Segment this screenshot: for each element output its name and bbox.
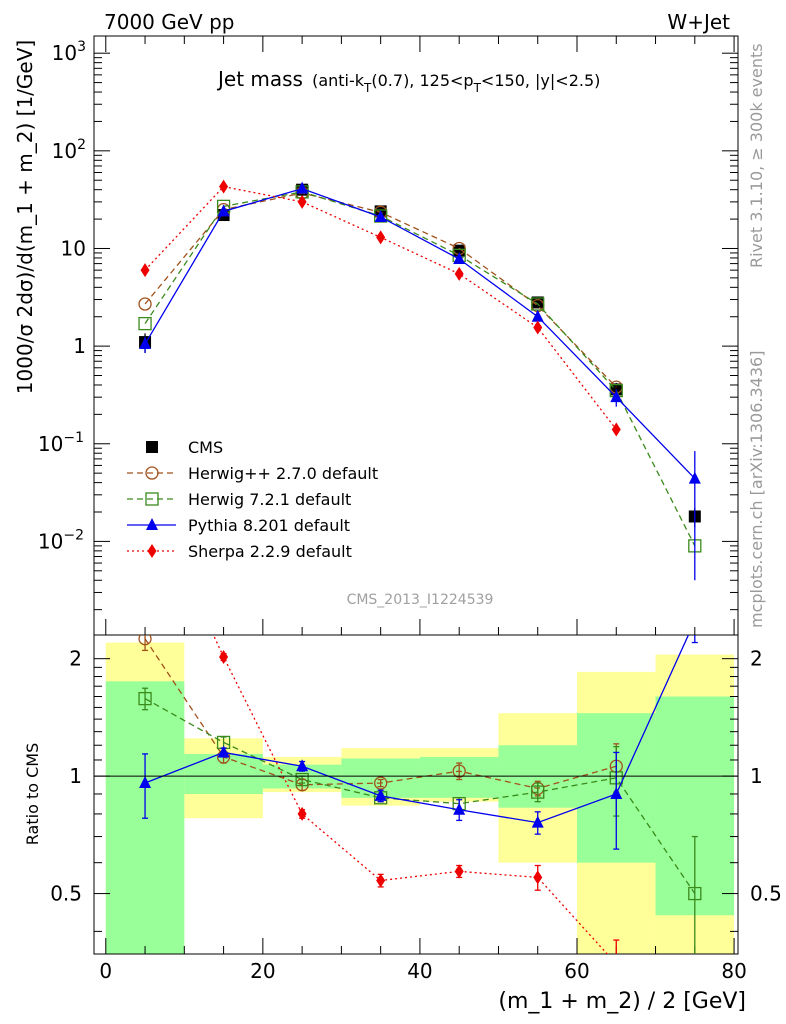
ratio-point-pythia-8-201-default: [296, 759, 309, 772]
y-bottom-tick-label: 1: [69, 764, 82, 788]
title-anti-rest: (0.7), 125<p: [371, 71, 473, 90]
legend-label-3: Pythia 8.201 default: [188, 516, 350, 535]
point-pythia-8-201-default: [531, 309, 544, 322]
x-tick-label: 40: [407, 959, 432, 983]
ratio-point-pythia-8-201-default: [217, 745, 230, 758]
legend-label-2: Herwig 7.2.1 default: [188, 490, 351, 509]
legend-label-0: CMS: [188, 438, 223, 457]
series-line-pythia-8-201-default: [144, 187, 696, 480]
point-pythia-8-201-default: [217, 204, 230, 217]
ratio-point-herwig-7-2-1-default: [688, 886, 702, 901]
ratio-point-herwig-2-7-0-default: [138, 635, 152, 646]
header-right: W+Jet: [667, 10, 730, 34]
ratio-plot-frame: [93, 634, 739, 955]
title-anti: (anti-k: [312, 71, 365, 90]
point-pythia-8-201-default: [139, 337, 152, 350]
header-left: 7000 GeV pp: [104, 10, 235, 34]
series-line-herwig-7-2-1-default: [144, 191, 696, 547]
y-top-tick-label: 102: [52, 137, 86, 163]
ratio-point-herwig-7-2-1-default: [138, 691, 152, 706]
ratio-point-herwig-7-2-1-default: [531, 785, 545, 799]
y-top-tick-label: 10−1: [38, 430, 84, 456]
ratio-bands: [105, 642, 735, 954]
analysis-watermark: CMS_2013_I1224539: [347, 592, 494, 608]
point-pythia-8-201-default: [610, 390, 623, 403]
point-sherpa-2-2-9-default: [533, 320, 543, 335]
legend-marker-4: [147, 544, 157, 558]
series-group: [138, 179, 702, 971]
mcplots-label: mcplots.cern.ch [arXiv:1306.3436]: [747, 351, 766, 628]
ratio-point-pythia-8-201-default: [453, 802, 466, 815]
legend-marker-2: [145, 492, 159, 506]
ratio-line-pythia-8-201-default: [144, 635, 690, 824]
rivet-label: Rivet 3.1.10, ≥ 300k events: [747, 43, 766, 268]
ratio-point-sherpa-2-2-9-default: [454, 864, 464, 879]
series-line-sherpa-2-2-9-default: [144, 185, 617, 430]
point-pythia-8-201-default: [688, 471, 701, 484]
ratio-point-sherpa-2-2-9-default: [533, 870, 543, 885]
ratio-point-pythia-8-201-default: [610, 786, 623, 799]
legend-label-4: Sherpa 2.2.9 default: [188, 542, 352, 561]
ratio-point-sherpa-2-2-9-default: [219, 649, 229, 664]
ratio-panel-marks: [138, 480, 702, 971]
legend-marker-1: [145, 466, 159, 480]
ratio-point-sherpa-2-2-9-default: [141, 480, 150, 494]
legend: CMS Herwig++ 2.7.0 default Herwig 7.2.1 de…: [127, 438, 378, 561]
point-pythia-8-201-default: [296, 181, 309, 194]
y-top-tick-label: 103: [52, 39, 86, 65]
y-bottom-tick-label: 0.5: [50, 882, 82, 906]
point-sherpa-2-2-9-default: [140, 263, 150, 278]
y-axis-label-bottom: Ratio to CMS: [23, 743, 42, 845]
legend-label-1: Herwig++ 2.7.0 default: [188, 464, 378, 483]
x-axis-label: (m_1 + m_2) / 2 [GeV]: [498, 989, 746, 1014]
x-tick-label: 0: [99, 959, 112, 983]
main-panel-marks: [138, 179, 702, 581]
point-herwig-2-7-0-default: [138, 297, 152, 311]
point-pythia-8-201-default: [374, 210, 387, 223]
point-sherpa-2-2-9-default: [454, 266, 464, 281]
ratio-point-herwig-2-7-0-default: [452, 764, 466, 778]
point-sherpa-2-2-9-default: [219, 179, 229, 194]
title-anti-sub: T: [363, 81, 372, 95]
plot-title: Jet mass (anti-kT(0.7), 125<pT<150, |y|<…: [216, 67, 600, 95]
y-top-tick-label: 1: [73, 334, 86, 358]
y-bottom-tick-label-right: 0.5: [750, 882, 782, 906]
x-tick-label: 60: [564, 959, 589, 983]
ratio-point-pythia-8-201-default: [689, 614, 701, 626]
ratio-point-sherpa-2-2-9-default: [612, 957, 621, 971]
x-tick-label: 80: [721, 959, 746, 983]
y-top-tick-label: 10: [61, 236, 86, 260]
title-pt-sub: T: [473, 81, 482, 95]
legend-marker-0: [146, 441, 158, 453]
y-axis-label-top: 1000/σ 2dσ)/d(m_1 + m_2) [1/GeV]: [13, 40, 37, 394]
ratio-line-herwig-7-2-1-default: [144, 698, 696, 894]
legend-marker-3: [146, 518, 158, 530]
title-main: Jet mass: [216, 67, 303, 91]
title-pt-rest: <150, |y|<2.5): [481, 71, 600, 90]
point-sherpa-2-2-9-default: [376, 230, 386, 245]
y-bottom-tick-label-right: 2: [750, 647, 763, 671]
ratio-point-sherpa-2-2-9-default: [376, 873, 386, 888]
point-cms: [531, 296, 544, 309]
ratio-point-pythia-8-201-default: [374, 788, 387, 801]
point-sherpa-2-2-9-default: [297, 194, 307, 209]
ratio-point-pythia-8-201-default: [139, 776, 152, 789]
y-bottom-tick-label: 2: [69, 647, 82, 671]
point-sherpa-2-2-9-default: [611, 422, 621, 437]
point-pythia-8-201-default: [453, 252, 466, 265]
ratio-point-herwig-7-2-1-default: [295, 772, 309, 787]
y-top-tick-label: 10−2: [38, 527, 84, 553]
x-tick-label: 20: [250, 959, 275, 983]
y-bottom-tick-label-right: 1: [750, 764, 763, 788]
ratio-point-sherpa-2-2-9-default: [297, 806, 307, 821]
point-herwig-7-2-1-default: [138, 316, 152, 331]
ratio-point-pythia-8-201-default: [531, 815, 544, 828]
